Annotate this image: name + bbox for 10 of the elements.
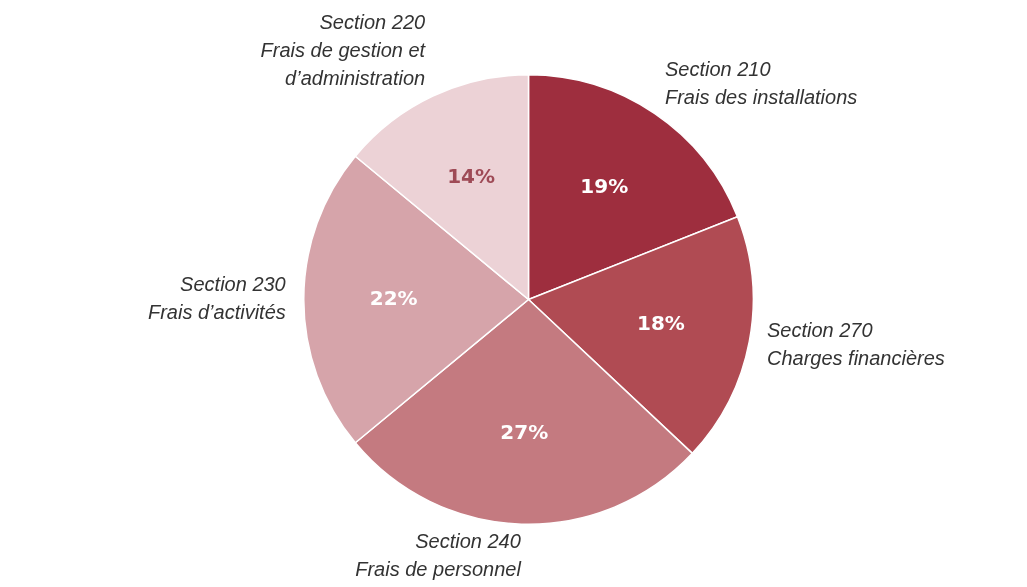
slice-label: Section 220 Frais de gestion et d’administration bbox=[260, 11, 427, 90]
slice-label: Section 230 Frais d’activités bbox=[147, 273, 286, 324]
slice-label: Section 270 Charges financières bbox=[766, 318, 945, 369]
slice-label: Section 240 Frais de personnel bbox=[355, 529, 522, 580]
data-label: 22% bbox=[369, 285, 418, 310]
slice-label: Section 210 Frais des installations bbox=[664, 58, 858, 109]
data-label: 14% bbox=[447, 163, 496, 188]
data-label: 27% bbox=[500, 420, 549, 445]
data-label: 18% bbox=[637, 310, 685, 335]
data-label: 19% bbox=[580, 174, 629, 199]
